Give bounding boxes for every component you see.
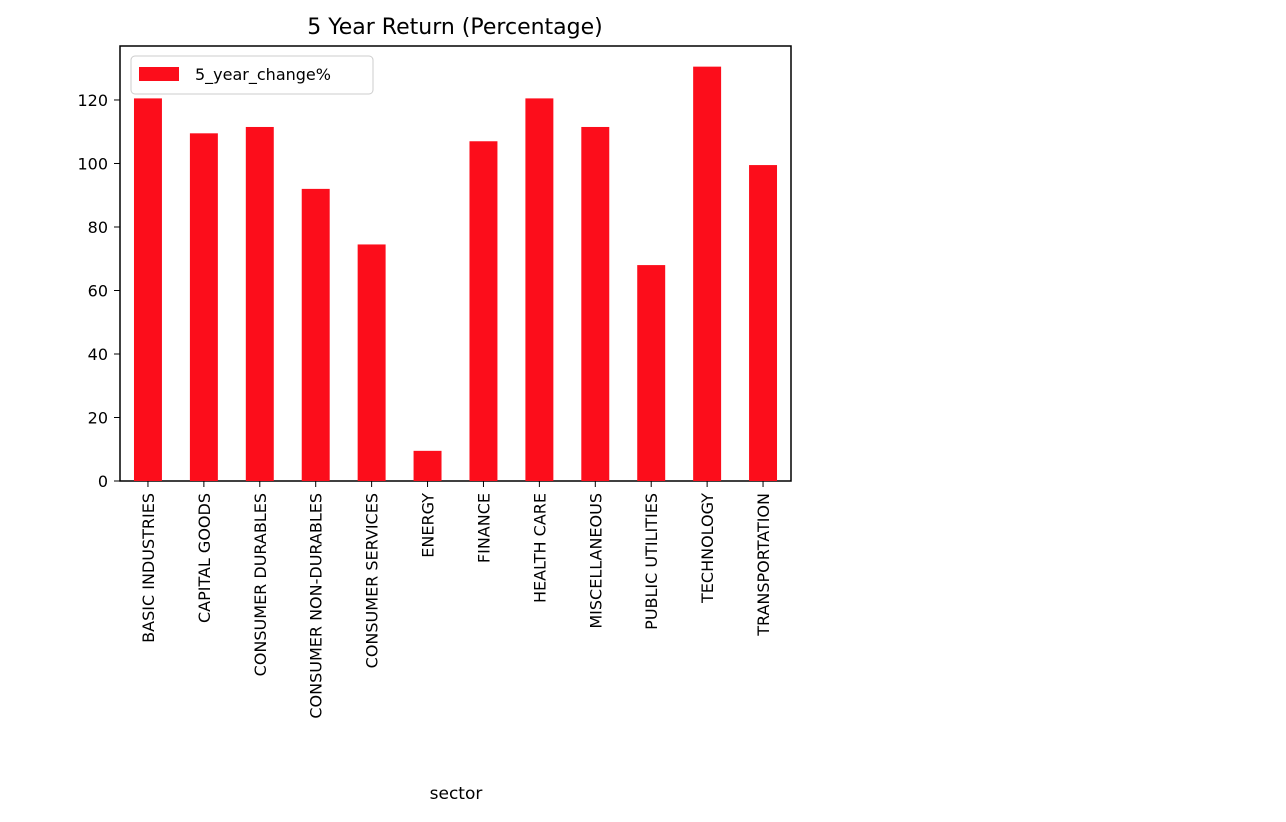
y-tick-label: 20 — [88, 408, 108, 427]
y-tick-label: 40 — [88, 345, 108, 364]
bar-health-care — [525, 98, 554, 481]
y-tick-label: 0 — [98, 472, 108, 491]
y-tick-label: 100 — [77, 154, 108, 173]
x-tick-label: BASIC INDUSTRIES — [139, 493, 158, 643]
x-tick-label: CONSUMER DURABLES — [251, 493, 270, 676]
x-tick-label: PUBLIC UTILITIES — [642, 493, 661, 630]
x-axis-label: sector — [430, 784, 483, 804]
x-tick-label: FINANCE — [474, 493, 493, 563]
bar-consumer-durables — [245, 126, 274, 481]
plot-area — [119, 45, 792, 482]
legend-entry-label: 5_year_change% — [195, 65, 331, 85]
bar-basic-industries — [133, 98, 162, 481]
bar-miscellaneous — [581, 126, 610, 481]
x-axis: BASIC INDUSTRIES CAPITAL GOODS CONSUMER DU… — [139, 481, 773, 719]
x-tick-label: HEALTH CARE — [530, 493, 549, 603]
bar-consumer-services — [357, 244, 386, 481]
x-tick-label: TECHNOLOGY — [698, 493, 717, 604]
bar-technology — [693, 66, 722, 481]
y-tick-label: 80 — [88, 218, 108, 237]
x-tick-label: TRANSPORTATION — [754, 493, 773, 637]
bar-finance — [469, 141, 498, 481]
bar-capital-goods — [189, 133, 218, 481]
bars-layer — [133, 66, 778, 481]
chart-title: 5 Year Return (Percentage) — [307, 15, 603, 40]
legend-swatch — [139, 67, 179, 81]
x-tick-label: CAPITAL GOODS — [195, 493, 214, 623]
legend-box — [130, 55, 374, 95]
y-tick-label: 120 — [77, 91, 108, 110]
y-tick-label: 60 — [88, 281, 108, 300]
x-tick-label: CONSUMER NON-DURABLES — [307, 493, 326, 719]
bar-consumer-non-durables — [301, 188, 330, 481]
y-axis: 0 20 40 60 80 100 120 — [77, 91, 120, 491]
axes-frame — [119, 45, 792, 482]
x-tick-label: ENERGY — [419, 493, 438, 558]
x-tick-label: CONSUMER SERVICES — [363, 493, 382, 668]
legend: 5_year_change% — [130, 55, 374, 95]
bar-public-utilities — [637, 265, 666, 481]
bar-energy — [413, 450, 442, 481]
x-tick-label: MISCELLANEOUS — [586, 493, 605, 629]
bar-transportation — [749, 165, 778, 481]
